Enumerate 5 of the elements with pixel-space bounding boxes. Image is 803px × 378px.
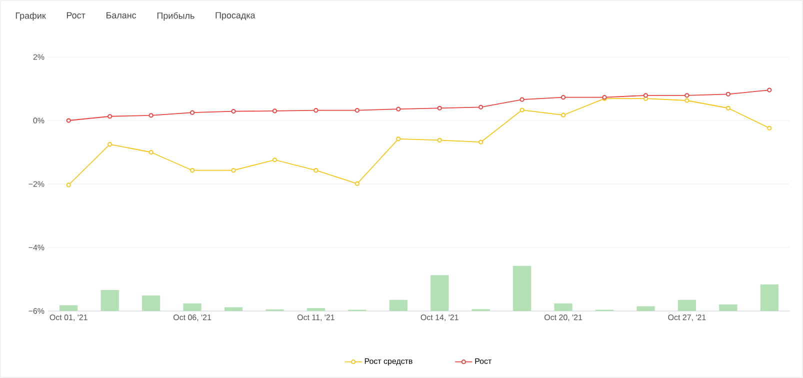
text: Баланс [106,12,136,18]
text: Прибыль [157,12,194,21]
text: Рост [66,12,86,18]
text: Просадка [216,12,256,20]
text: График [16,12,46,21]
